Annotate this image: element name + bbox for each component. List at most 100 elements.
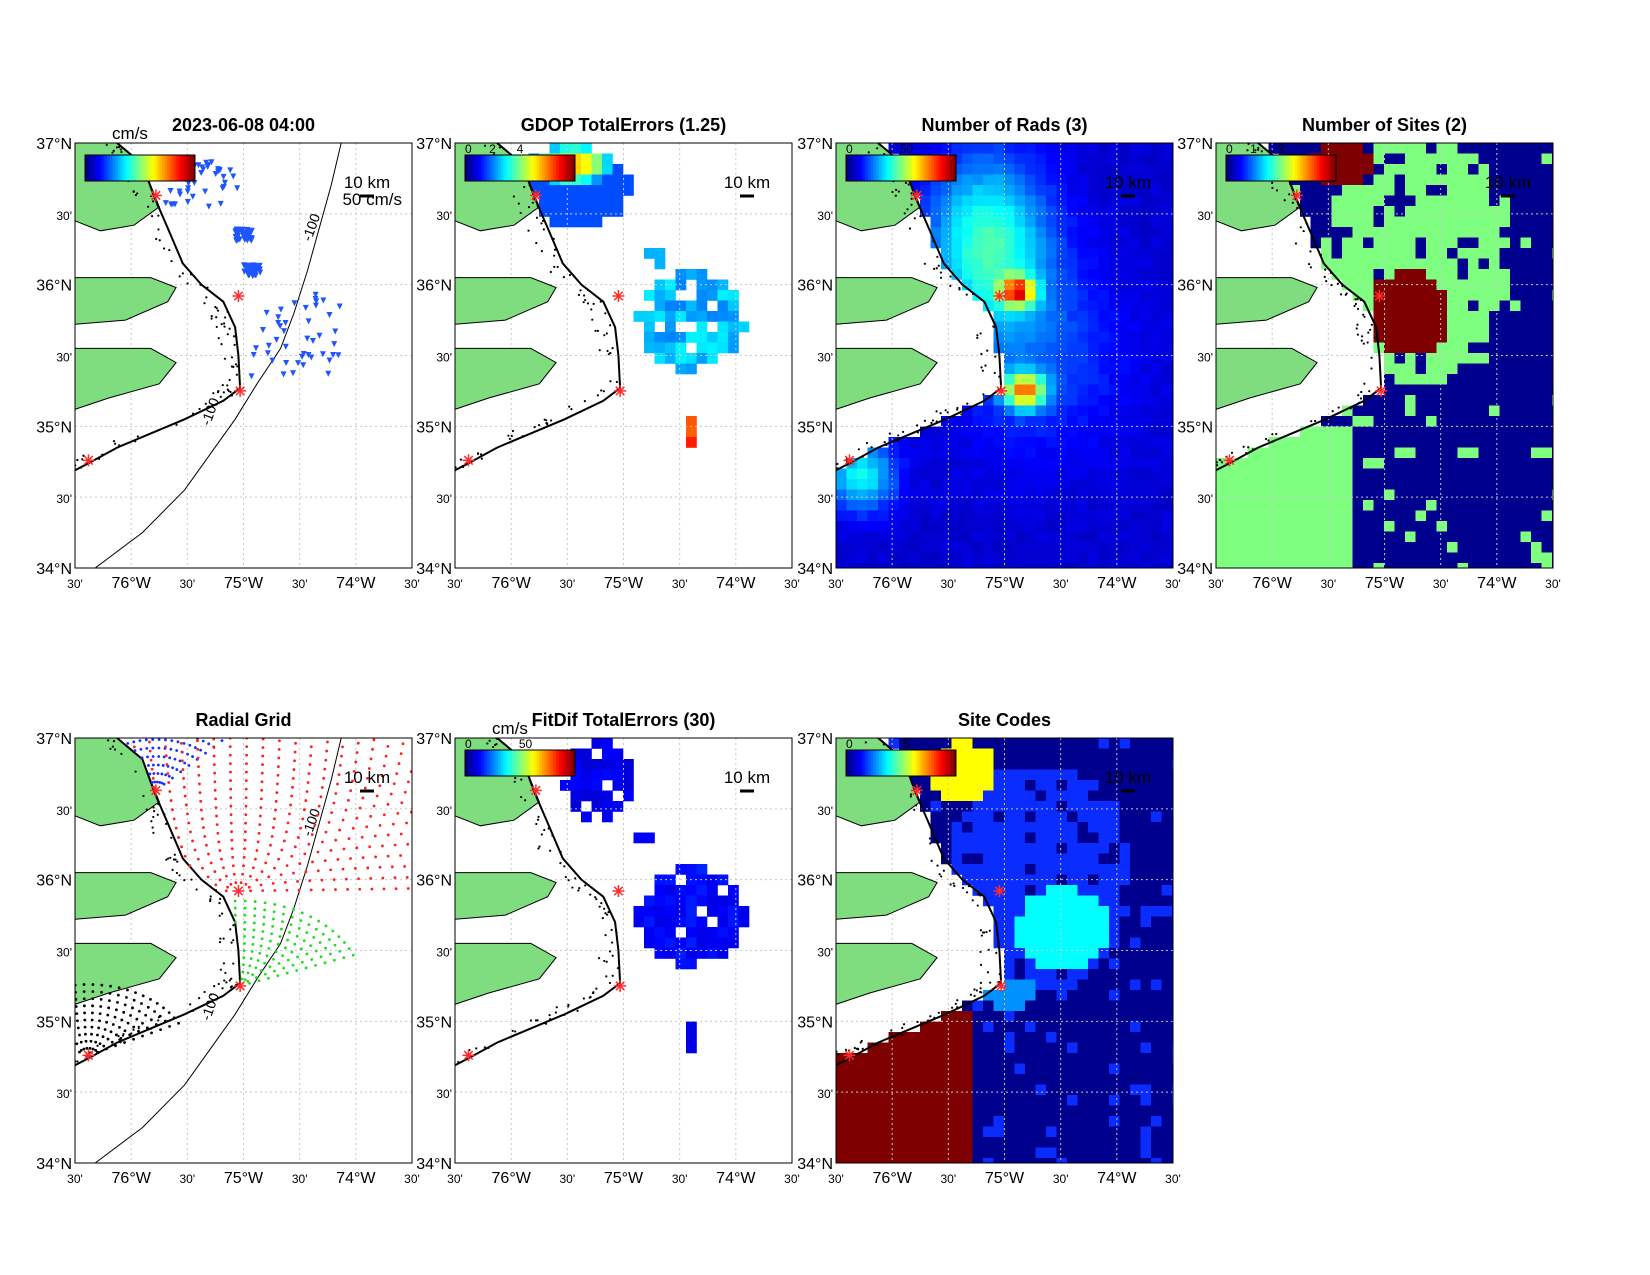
data-cell: [549, 195, 561, 207]
data-cell: [1014, 811, 1026, 823]
marsh-dot: [167, 857, 170, 860]
data-cell: [1373, 185, 1385, 196]
data-cell: [1035, 979, 1047, 991]
data-cell: [1541, 416, 1553, 427]
data-cell: [1151, 174, 1162, 186]
colorbar-segment: [189, 155, 193, 181]
data-cell: [1014, 1032, 1026, 1043]
data-cell: [1088, 895, 1099, 907]
data-cell: [1541, 185, 1553, 196]
data-cell: [1067, 1158, 1078, 1163]
data-cell: [1004, 185, 1015, 196]
data-cell: [1289, 437, 1301, 448]
data-cell: [1119, 458, 1131, 469]
data-cell: [1384, 437, 1395, 448]
data-cell: [1025, 958, 1036, 970]
radial-grid-point: [367, 767, 371, 770]
data-cell: [1531, 153, 1542, 165]
marsh-dot: [157, 1019, 160, 1022]
data-cell: [846, 500, 858, 511]
data-cell: [1384, 164, 1395, 175]
data-cell: [1035, 864, 1047, 875]
data-cell: [1394, 321, 1406, 333]
radial-grid-point: [291, 963, 295, 967]
data-cell: [1415, 416, 1427, 427]
data-cell: [1077, 738, 1089, 749]
data-cell: [962, 521, 973, 532]
data-cell: [1130, 279, 1141, 291]
radial-grid-point: [224, 889, 228, 893]
data-cell: [1130, 332, 1141, 343]
data-cell: [1499, 437, 1511, 448]
data-cell: [665, 916, 676, 928]
data-cell: [1088, 885, 1099, 896]
radial-grid-point: [90, 1032, 93, 1036]
data-cell: [1541, 468, 1553, 480]
data-cell: [696, 300, 708, 312]
colorbar-segment: [181, 155, 185, 181]
data-cell: [930, 1032, 942, 1043]
data-cell: [983, 843, 994, 854]
radial-grid-point: [343, 941, 346, 944]
data-cell: [696, 895, 708, 907]
data-cell: [962, 1032, 973, 1043]
data-cell: [930, 216, 942, 228]
data-cell: [1436, 500, 1448, 511]
data-cell: [1140, 479, 1152, 490]
data-cell: [836, 489, 847, 501]
data-cell: [539, 195, 550, 207]
radial-grid-point: [188, 864, 192, 867]
data-cell: [1394, 248, 1406, 259]
data-cell: [1035, 384, 1047, 396]
marsh-dot: [115, 146, 119, 149]
data-cell: [1140, 363, 1152, 375]
radial-grid-point: [88, 1046, 92, 1050]
marsh-dot: [495, 743, 498, 746]
data-cell: [1004, 759, 1015, 770]
lon-tick-label: 76°W: [873, 575, 913, 592]
marsh-dot: [611, 941, 614, 944]
data-cell: [941, 552, 952, 564]
data-cell: [1004, 1063, 1015, 1075]
data-cell: [1056, 1147, 1068, 1159]
data-cell: [983, 874, 994, 886]
data-cell: [972, 269, 984, 280]
data-cell: [1025, 1021, 1036, 1033]
data-cell: [1499, 500, 1511, 511]
data-cell: [1077, 979, 1089, 991]
data-cell: [1161, 269, 1173, 280]
radial-grid-point: [323, 961, 327, 965]
data-cell: [1025, 216, 1036, 228]
data-cell: [1056, 479, 1068, 490]
data-cell: [1468, 510, 1479, 522]
data-cell: [993, 552, 1005, 564]
radial-grid-point: [317, 804, 321, 808]
data-cell: [1426, 395, 1437, 406]
marsh-dot: [971, 292, 975, 295]
lon-tick-label: 30': [784, 577, 800, 591]
land-middle: [455, 872, 557, 920]
marsh-dot: [221, 912, 224, 915]
data-cell: [1014, 206, 1026, 217]
lon-tick-label: 30': [180, 577, 196, 591]
marsh-dot: [537, 815, 540, 818]
radial-grid-point: [180, 845, 183, 849]
data-cell: [857, 1074, 868, 1085]
data-cell: [846, 531, 858, 543]
data-cell: [1098, 510, 1110, 522]
data-cell: [1004, 738, 1015, 749]
data-cell: [1067, 1137, 1078, 1148]
radial-grid-point: [229, 779, 232, 783]
data-cell: [1457, 353, 1469, 364]
radial-grid-point: [243, 978, 247, 982]
data-cell: [867, 1147, 879, 1159]
data-cell: [1436, 216, 1448, 228]
data-cell: [1046, 531, 1057, 543]
colorbar-segment: [925, 155, 929, 181]
data-cell: [1014, 1011, 1026, 1022]
data-cell: [972, 1116, 984, 1127]
data-cell: [1499, 405, 1511, 417]
data-cell: [1468, 237, 1479, 249]
data-cell: [1035, 958, 1047, 970]
data-cell: [1531, 300, 1542, 312]
